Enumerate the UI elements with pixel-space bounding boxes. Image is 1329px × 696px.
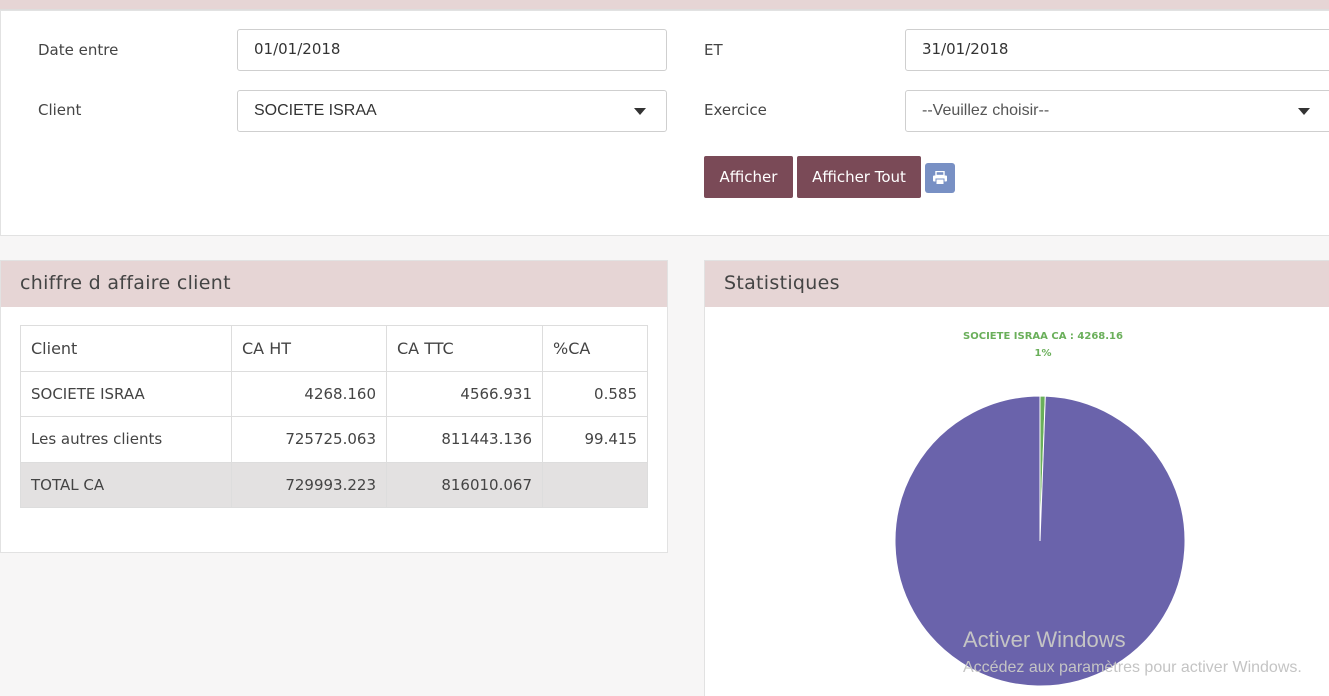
- caret-down-icon: [634, 108, 646, 115]
- watermark-subtitle: Accédez aux paramètres pour activer Wind…: [963, 659, 1302, 676]
- filter-panel: Date entre 01/01/2018 ET 31/01/2018 Clie…: [0, 10, 1329, 236]
- cell-ca-ttc: 816010.067: [386, 461, 543, 508]
- cell-pct-ca: 0.585: [542, 370, 648, 417]
- table-header-row: Client CA HT CA TTC %CA: [20, 325, 648, 372]
- cell-ca-ht: 725725.063: [231, 416, 387, 463]
- pie-slice-1[interactable]: [894, 395, 1186, 687]
- date-entre-label: Date entre: [38, 41, 119, 59]
- top-header-strip: [0, 0, 1329, 10]
- table-total-row: TOTAL CA 729993.223 816010.067: [20, 461, 648, 508]
- print-button[interactable]: [925, 163, 955, 193]
- cell-ca-ttc: 811443.136: [386, 416, 543, 463]
- cell-pct-ca: [542, 461, 648, 508]
- date-to-input[interactable]: 31/01/2018: [905, 29, 1329, 71]
- ca-panel-title: chiffre d affaire client: [1, 261, 667, 307]
- ca-table: Client CA HT CA TTC %CA SOCIETE ISRAA 42…: [20, 325, 648, 508]
- client-label: Client: [38, 101, 82, 119]
- table-row: Les autres clients 725725.063 811443.136…: [20, 416, 648, 463]
- et-label: ET: [704, 41, 723, 59]
- column-header-ca-ht: CA HT: [231, 325, 387, 372]
- stats-panel-title: Statistiques: [705, 261, 1329, 307]
- cell-pct-ca: 99.415: [542, 416, 648, 463]
- column-header-ca-ttc: CA TTC: [386, 325, 543, 372]
- pie-chart: [894, 395, 1186, 687]
- exercice-select[interactable]: --Veuillez choisir--: [905, 90, 1329, 132]
- column-header-pct-ca: %CA: [542, 325, 648, 372]
- pie-slice-pct-label: 1%: [1034, 348, 1052, 359]
- statistiques-panel: Statistiques SOCIETE ISRAA CA : 4268.16 …: [704, 260, 1329, 696]
- exercice-select-value: --Veuillez choisir--: [922, 102, 1050, 119]
- cell-ca-ttc: 4566.931: [386, 370, 543, 417]
- cell-client: Les autres clients: [20, 416, 232, 463]
- printer-icon: [933, 171, 947, 185]
- date-from-input[interactable]: 01/01/2018: [237, 29, 667, 71]
- pie-slice-label: SOCIETE ISRAA CA : 4268.16: [963, 331, 1123, 342]
- afficher-button[interactable]: Afficher: [704, 156, 793, 198]
- cell-client: SOCIETE ISRAA: [20, 370, 232, 417]
- cell-client: TOTAL CA: [20, 461, 232, 508]
- exercice-label: Exercice: [704, 101, 767, 119]
- table-row: SOCIETE ISRAA 4268.160 4566.931 0.585: [20, 370, 648, 417]
- column-header-client: Client: [20, 325, 232, 372]
- afficher-tout-button[interactable]: Afficher Tout: [797, 156, 921, 198]
- watermark-title: Activer Windows: [963, 627, 1126, 652]
- ca-client-panel: chiffre d affaire client Client CA HT CA…: [0, 260, 668, 553]
- cell-ca-ht: 729993.223: [231, 461, 387, 508]
- client-select-value: SOCIETE ISRAA: [254, 102, 377, 119]
- client-select[interactable]: SOCIETE ISRAA: [237, 90, 667, 132]
- caret-down-icon: [1298, 108, 1310, 115]
- cell-ca-ht: 4268.160: [231, 370, 387, 417]
